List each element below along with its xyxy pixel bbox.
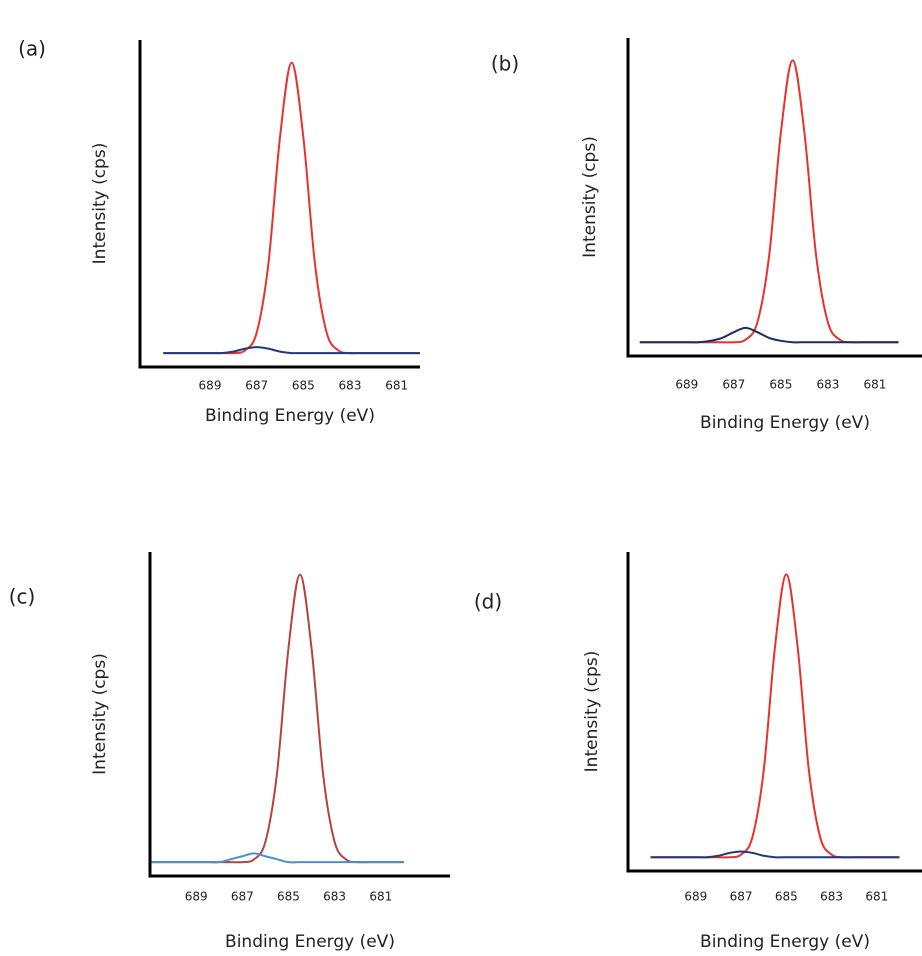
series-line <box>150 573 404 864</box>
x-tick-label: 687 <box>245 379 268 393</box>
axes <box>148 552 450 878</box>
x-tick-label: 687 <box>730 890 753 904</box>
series-line <box>163 346 420 355</box>
series-line <box>650 573 900 859</box>
panel-label: (d) <box>474 590 502 614</box>
x-tick-label: 681 <box>864 378 887 392</box>
x-tick-label: 683 <box>820 890 843 904</box>
series-line <box>650 850 900 859</box>
y-axis-label: Intensity (cps) <box>582 651 602 773</box>
x-tick-label: 689 <box>199 379 222 393</box>
x-tick-label: 689 <box>675 378 698 392</box>
panel-label: (b) <box>491 52 519 76</box>
x-axis-label: Binding Energy (eV) <box>225 932 395 952</box>
x-tick-label: 683 <box>323 890 346 904</box>
series-line <box>150 852 404 864</box>
x-tick-label: 681 <box>369 890 392 904</box>
axes <box>626 38 922 358</box>
series-line <box>639 326 899 344</box>
axes <box>626 552 922 873</box>
x-tick-label: 681 <box>385 379 408 393</box>
x-axis-label: Binding Energy (eV) <box>700 932 870 952</box>
x-axis-label: Binding Energy (eV) <box>700 413 870 433</box>
x-tick-label: 689 <box>684 890 707 904</box>
x-tick-label: 685 <box>292 379 315 393</box>
panel-label: (c) <box>9 585 36 609</box>
y-axis-label: Intensity (cps) <box>90 143 110 265</box>
x-tick-label: 685 <box>277 890 300 904</box>
y-axis-label: Intensity (cps) <box>90 653 110 775</box>
axes <box>138 40 420 369</box>
x-tick-label: 685 <box>775 890 798 904</box>
panel-label: (a) <box>18 37 46 61</box>
series-line <box>639 59 899 344</box>
x-tick-label: 687 <box>231 890 254 904</box>
x-tick-label: 689 <box>185 890 208 904</box>
x-tick-label: 683 <box>816 378 839 392</box>
x-axis-label: Binding Energy (eV) <box>205 406 375 426</box>
y-axis-label: Intensity (cps) <box>580 136 600 258</box>
x-tick-label: 687 <box>722 378 745 392</box>
x-tick-label: 685 <box>769 378 792 392</box>
x-tick-label: 681 <box>865 890 888 904</box>
x-tick-label: 683 <box>339 379 362 393</box>
series-line <box>163 61 420 355</box>
